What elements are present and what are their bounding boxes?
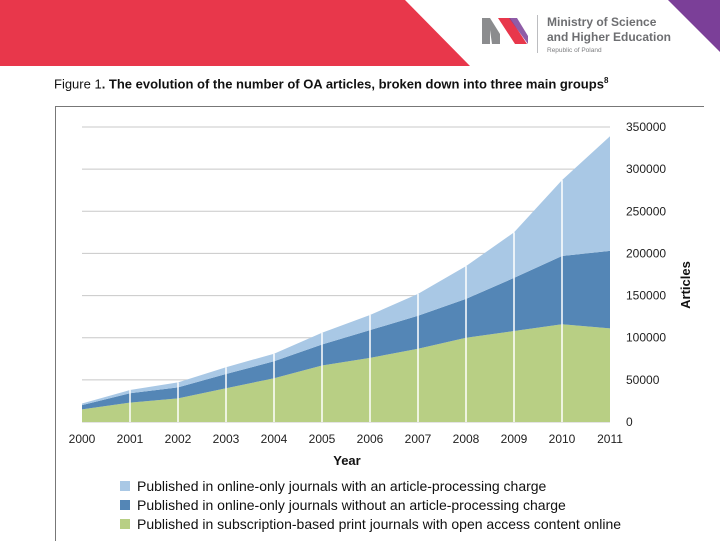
- x-tick-labels: 2000 2001 2002 2003 2004 2005 2006 2007 2008 2009…: [69, 432, 624, 446]
- ministry-name: Ministry of Science and Higher Education: [547, 15, 671, 45]
- legend-item: Published in subscription-based print jo…: [120, 514, 621, 533]
- y-tick-labels: 0 50000 100000 150000 200000 250000 300000 3500…: [626, 120, 666, 429]
- y-tick-label: 250000: [626, 204, 666, 218]
- y-tick-label: 50000: [626, 373, 660, 387]
- x-tick-label: 2011: [597, 432, 623, 446]
- x-tick-label: 2009: [501, 432, 528, 446]
- x-tick-label: 2008: [453, 432, 480, 446]
- x-tick-label: 2010: [549, 432, 576, 446]
- y-tick-label: 200000: [626, 246, 666, 260]
- area-series-3: [82, 136, 610, 406]
- x-tick-label: 2004: [261, 432, 288, 446]
- y-tick-label: 300000: [626, 162, 666, 176]
- y-tick-label: 0: [626, 415, 633, 429]
- legend-label: Published in online-only journals with a…: [137, 477, 547, 494]
- y-axis-title: Articles: [678, 261, 693, 309]
- x-tick-label: 2006: [357, 432, 384, 446]
- chart-frame: [55, 106, 704, 541]
- x-axis-title: Year: [333, 453, 360, 468]
- x-tick-label: 2005: [309, 432, 336, 446]
- logo-divider: [537, 15, 538, 53]
- legend-swatch: [120, 499, 130, 510]
- legend-label: Published in subscription-based print jo…: [137, 515, 622, 532]
- header-banner: [0, 0, 720, 66]
- figure-label: Figure 1: [54, 76, 102, 92]
- footnote-marker: 8: [603, 76, 609, 85]
- legend-swatch: [120, 518, 130, 529]
- y-tick-label: 350000: [626, 120, 666, 134]
- legend-label: Published in online-only journals withou…: [137, 496, 566, 513]
- x-tick-label: 2000: [69, 432, 96, 446]
- area-series-2: [82, 250, 610, 410]
- purple-corner-shape: [668, 0, 720, 52]
- red-banner-shape: [0, 0, 470, 66]
- area-series: [82, 136, 610, 422]
- x-tick-label: 2002: [165, 432, 192, 446]
- y-tick-label: 100000: [626, 331, 666, 345]
- y-tick-label: 150000: [626, 289, 666, 303]
- x-tick-label: 2003: [213, 432, 240, 446]
- legend-swatch: [120, 480, 130, 491]
- figure-title: . The evolution of the number of OA arti…: [101, 76, 604, 92]
- ministry-subtitle: Republic of Poland: [547, 47, 602, 54]
- x-tick-label: 2007: [405, 432, 432, 446]
- figure-caption: Figure 1. The evolution of the number of…: [54, 76, 608, 91]
- chart-legend: Published in online-only journals with a…: [120, 476, 621, 533]
- ministry-logo-icon: [482, 18, 528, 44]
- ministry-name-line2: and Higher Education: [547, 30, 672, 44]
- ministry-name-line1: Ministry of Science: [547, 15, 657, 29]
- year-separators: [129, 180, 563, 422]
- legend-item: Published in online-only journals with a…: [120, 476, 621, 495]
- legend-item: Published in online-only journals withou…: [120, 495, 621, 514]
- x-tick-label: 2001: [117, 432, 144, 446]
- area-series-1: [82, 324, 610, 422]
